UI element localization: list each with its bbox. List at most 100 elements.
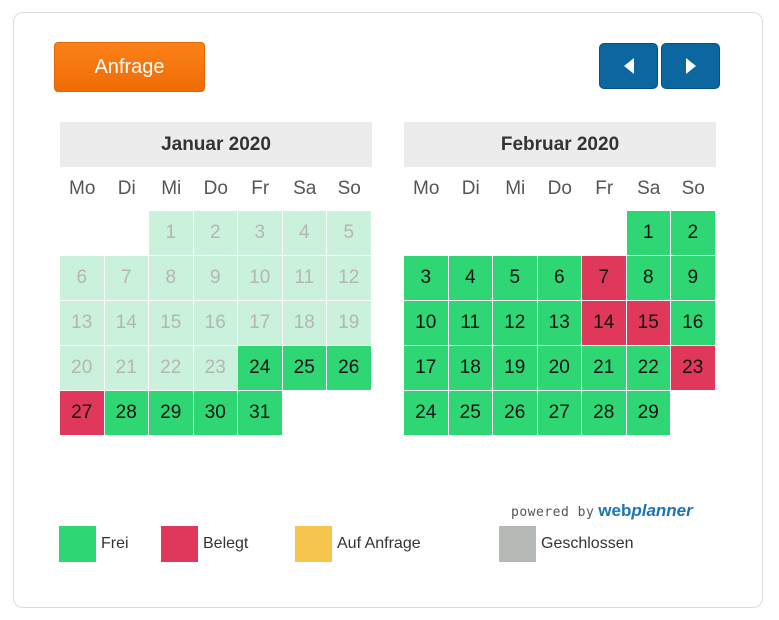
day-grid: 1 2 3 4 5 6 7 8 9 10 11 12 13 14 15 16 17 18 19 20 21 22 23 24 2… [404,211,716,436]
empty-cell [493,211,538,256]
day-cell-free[interactable]: 28 [582,391,627,436]
empty-cell [537,211,582,256]
legend-swatch [295,526,332,562]
brand-planner: planner [631,501,693,520]
month-title: Februar 2020 [404,122,716,167]
weekday-label: Mo [69,178,96,199]
weekday-label: Do [203,178,228,199]
day-cell-free[interactable]: 10 [404,301,449,346]
legend-label: Auf Anfrage [337,535,421,552]
weekday-label: Di [461,178,480,199]
weekday-label: So [337,178,361,199]
empty-cell [104,211,149,256]
empty-cell [60,211,105,256]
weekday-label: Mo [413,178,440,199]
day-cell-free[interactable]: 25 [448,391,493,436]
weekday-label: Mi [505,178,526,199]
weekday-label: Fr [251,178,270,199]
day-cell-free[interactable]: 1 [626,211,671,256]
day-cell-past: 13 [60,301,105,346]
legend-label: Frei [101,535,129,552]
day-cell-free[interactable]: 19 [493,346,538,391]
day-cell-past: 19 [327,301,372,346]
day-cell-past: 12 [327,256,372,301]
day-cell-booked[interactable]: 7 [582,256,627,301]
day-cell-free[interactable]: 31 [238,391,283,436]
day-cell-past: 6 [60,256,105,301]
weekday-label: Sa [637,178,661,199]
day-cell-free[interactable]: 9 [671,256,716,301]
day-cell-booked[interactable]: 15 [626,301,671,346]
day-cell-free[interactable]: 18 [448,346,493,391]
day-cell-past: 15 [149,301,194,346]
month-title: Januar 2020 [60,122,372,167]
day-cell-past: 23 [193,346,238,391]
day-cell-free[interactable]: 24 [404,391,449,436]
day-cell-free[interactable]: 3 [404,256,449,301]
day-cell-free[interactable]: 29 [149,391,194,436]
day-cell-past: 5 [327,211,372,256]
day-cell-free[interactable]: 21 [582,346,627,391]
day-cell-free[interactable]: 4 [448,256,493,301]
legend-swatch [161,526,198,562]
day-cell-free[interactable]: 26 [327,346,372,391]
day-cell-booked[interactable]: 23 [671,346,716,391]
triangle-right-icon [685,58,696,74]
day-cell-free[interactable]: 30 [193,391,238,436]
next-month-button[interactable] [661,43,720,89]
day-grid: 1 2 3 4 5 6 7 8 9 10 11 12 13 14 15 16 17 18 19 20 21 22 23 24 2… [60,211,372,436]
weekday-label: Do [547,178,572,199]
day-cell-past: 21 [104,346,149,391]
day-cell-past: 1 [149,211,194,256]
weekday-label: So [681,178,705,199]
previous-month-button[interactable] [599,43,658,89]
day-cell-past: 10 [238,256,283,301]
day-cell-free[interactable]: 26 [493,391,538,436]
day-cell-free[interactable]: 29 [626,391,671,436]
day-cell-free[interactable]: 27 [537,391,582,436]
powered-by-text: powered by [511,505,595,520]
day-cell-past: 2 [193,211,238,256]
day-cell-free[interactable]: 8 [626,256,671,301]
day-cell-past: 22 [149,346,194,391]
day-cell-free[interactable]: 28 [104,391,149,436]
weekday-label: Di [117,178,136,199]
day-cell-free[interactable]: 16 [671,301,716,346]
legend-item-belegt: Belegt [161,526,248,562]
legend-swatch [59,526,96,562]
day-cell-free[interactable]: 20 [537,346,582,391]
day-cell-past: 16 [193,301,238,346]
empty-cell [448,211,493,256]
legend-item-auf-anfrage: Auf Anfrage [295,526,421,562]
day-cell-past: 20 [60,346,105,391]
day-cell-free[interactable]: 17 [404,346,449,391]
day-cell-past: 3 [238,211,283,256]
anfrage-button[interactable]: Anfrage [54,42,205,92]
legend-item-geschlossen: Geschlossen [499,526,634,562]
brand-web: web [598,501,632,520]
day-cell-free[interactable]: 13 [537,301,582,346]
day-cell-free[interactable]: 5 [493,256,538,301]
legend-label: Geschlossen [541,535,634,552]
day-cell-free[interactable]: 22 [626,346,671,391]
day-cell-free[interactable]: 2 [671,211,716,256]
weekday-label: Sa [293,178,317,199]
day-cell-free[interactable]: 6 [537,256,582,301]
day-cell-past: 11 [282,256,327,301]
powered-by-webplanner[interactable]: powered by webplanner [511,501,693,521]
weekday-label: Fr [595,178,614,199]
day-cell-free[interactable]: 25 [282,346,327,391]
day-cell-past: 4 [282,211,327,256]
legend-label: Belegt [203,535,249,552]
day-cell-booked[interactable]: 27 [60,391,105,436]
day-cell-past: 14 [104,301,149,346]
day-cell-free[interactable]: 24 [238,346,283,391]
weekday-header: Mo Di Mi Do Fr Sa So [404,167,716,211]
day-cell-past: 17 [238,301,283,346]
day-cell-free[interactable]: 11 [448,301,493,346]
day-cell-booked[interactable]: 14 [582,301,627,346]
weekday-header: Mo Di Mi Do Fr Sa So [60,167,372,211]
day-cell-free[interactable]: 12 [493,301,538,346]
